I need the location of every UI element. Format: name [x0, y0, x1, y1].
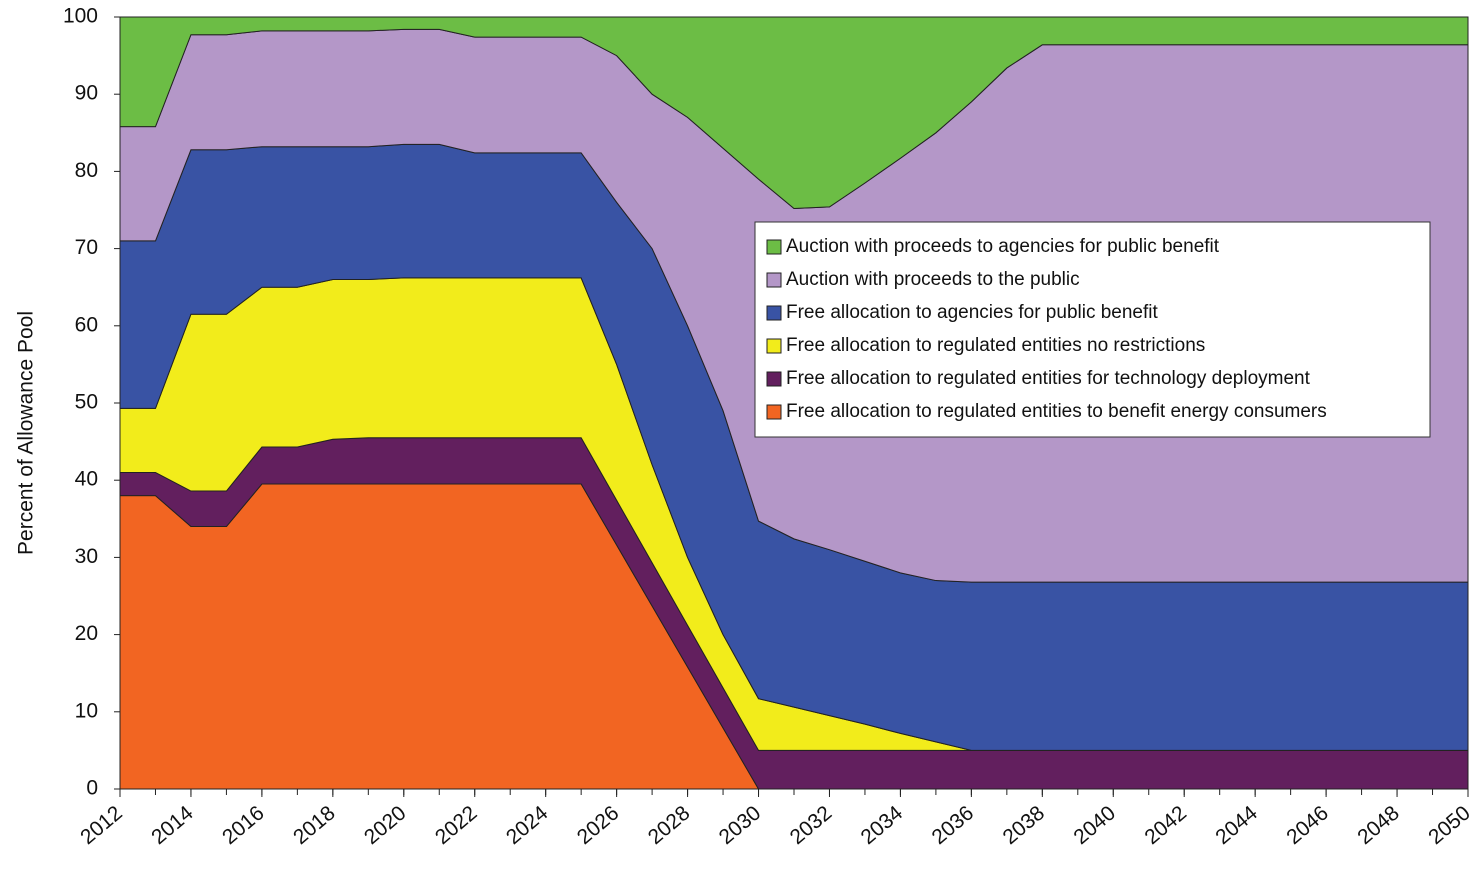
legend-label: Auction with proceeds to the public — [786, 269, 1080, 290]
y-tick-label: 80 — [75, 159, 98, 182]
x-tick-label: 2042 — [1140, 801, 1191, 849]
x-tick-label: 2016 — [218, 801, 269, 849]
x-tick-label: 2022 — [431, 801, 482, 849]
y-tick-label: 100 — [63, 5, 98, 28]
legend-label: Free allocation to regulated entities fo… — [786, 368, 1311, 389]
x-tick-label: 2050 — [1424, 801, 1470, 849]
x-tick-label: 2038 — [999, 801, 1050, 849]
legend-swatch — [766, 239, 782, 255]
y-tick-label: 0 — [86, 777, 98, 800]
y-tick-label: 50 — [75, 391, 98, 414]
x-tick-label: 2032 — [786, 801, 837, 849]
legend-swatch — [766, 371, 782, 387]
legend-swatch — [766, 404, 782, 420]
legend-label: Free allocation to regulated entities no… — [786, 335, 1205, 356]
y-axis-label: Percent of Allowance Pool — [15, 311, 38, 555]
legend-swatch — [766, 272, 782, 288]
y-tick-label: 30 — [75, 545, 98, 568]
y-tick-label: 90 — [75, 82, 98, 105]
x-tick-label: 2020 — [360, 801, 411, 849]
legend-box — [754, 221, 1431, 438]
x-tick-label: 2036 — [928, 801, 979, 849]
y-tick-label: 20 — [75, 622, 98, 645]
x-tick-label: 2046 — [1282, 801, 1333, 849]
x-tick-label: 2026 — [573, 801, 624, 849]
legend-swatch — [766, 338, 782, 354]
x-tick-label: 2048 — [1353, 801, 1404, 849]
legend: Auction with proceeds to agencies for pu… — [754, 221, 1431, 438]
x-tick-label: 2044 — [1211, 801, 1262, 849]
x-tick-label: 2012 — [76, 801, 127, 849]
legend-swatch — [766, 305, 782, 321]
x-tick-label: 2040 — [1069, 801, 1120, 849]
x-tick-label: 2030 — [715, 801, 766, 849]
y-tick-label: 40 — [75, 468, 98, 491]
y-tick-label: 10 — [75, 699, 98, 722]
legend-label: Free allocation to regulated entities to… — [786, 401, 1327, 422]
legend-label: Auction with proceeds to agencies for pu… — [786, 236, 1220, 257]
x-tick-label: 2028 — [644, 801, 695, 849]
y-tick-label: 60 — [75, 313, 98, 336]
x-tick-label: 2014 — [147, 801, 198, 849]
legend-label: Free allocation to agencies for public b… — [786, 302, 1159, 323]
x-tick-label: 2034 — [857, 801, 908, 849]
x-tick-label: 2018 — [289, 801, 340, 849]
y-tick-label: 70 — [75, 236, 98, 259]
area — [119, 16, 1469, 209]
x-tick-label: 2024 — [502, 801, 553, 849]
